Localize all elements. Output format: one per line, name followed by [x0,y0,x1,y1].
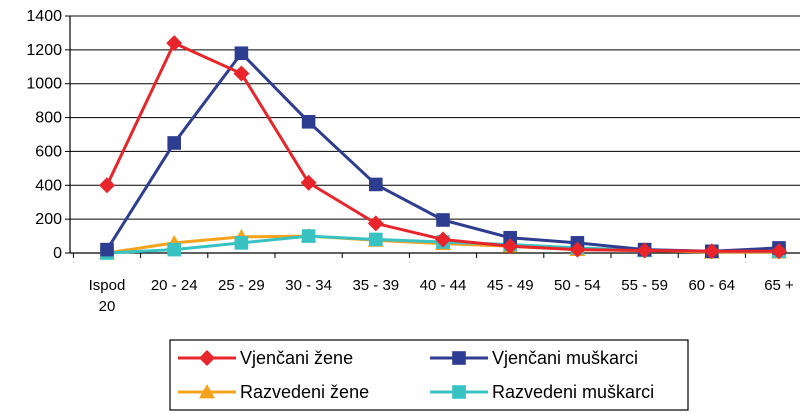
y-tick-label: 1200 [26,42,62,59]
y-tick-label: 1400 [26,8,62,25]
x-tick-label: 60 - 64 [688,277,735,294]
data-point [569,241,586,258]
y-tick-label: 1000 [26,76,62,93]
legend-marker [452,385,466,399]
series-group [99,35,787,260]
data-point [99,177,115,194]
x-tick-label: 25 - 29 [218,277,265,294]
x-tick-label: 35 - 39 [352,277,399,294]
y-tick-label: 600 [35,143,62,160]
data-point [435,231,451,248]
legend-item: Razvedeni žene [178,382,369,402]
data-point [300,174,317,191]
data-point [167,242,181,257]
data-point [100,242,114,257]
data-point [503,230,517,245]
x-tick-label: 65 + [764,277,794,294]
series-1 [100,46,786,259]
data-point [703,243,720,260]
data-point [502,238,519,255]
legend-label: Vjenčani žene [240,348,353,368]
data-point [234,236,249,250]
x-tick-label: 40 - 44 [420,277,467,294]
legend-label: Razvedeni žene [240,382,369,402]
y-tick-label: 0 [53,245,62,262]
y-tick-label: 200 [35,211,62,228]
x-axis-ticks: Ispod 20 20 - 24 25 - 29 30 - 34 35 - 39 40 - … [72,253,794,315]
legend-marker [199,384,215,399]
legend-marker [199,350,215,366]
x-tick-label: 45 - 49 [487,277,534,294]
data-point [771,243,787,260]
legend: Vjenčani žene Vjenčani muškarci Razvedeni … [169,339,689,411]
data-point [234,46,249,61]
data-point [233,65,250,82]
x-tick-label: 50 - 54 [554,277,601,294]
y-axis-ticks: 0 200 400 600 800 1000 1200 1400 [26,8,70,262]
x-tick-label: 30 - 34 [285,277,332,294]
x-tick-label: 20 - 24 [151,277,198,294]
legend-item: Razvedeni muškarci [430,382,654,402]
legend-item: Vjenčani žene [178,348,353,368]
x-tick-label: 55 - 59 [621,277,668,294]
legend-marker [452,351,466,365]
data-point [301,115,316,129]
series-0 [99,35,787,260]
x-tick-label: Ispod 20 [89,277,126,315]
legend-box [169,339,689,411]
data-point [166,35,183,52]
data-point [636,242,653,259]
data-point [301,229,316,243]
data-point [167,136,181,150]
data-point [369,232,383,247]
data-point [436,213,450,227]
legend-label: Vjenčani muškarci [492,348,638,368]
data-point [369,177,383,192]
data-point [367,215,384,232]
y-tick-label: 400 [35,177,62,194]
legend-label: Razvedeni muškarci [492,382,654,402]
y-tick-label: 800 [35,110,62,127]
legend-item: Vjenčani muškarci [430,348,638,368]
